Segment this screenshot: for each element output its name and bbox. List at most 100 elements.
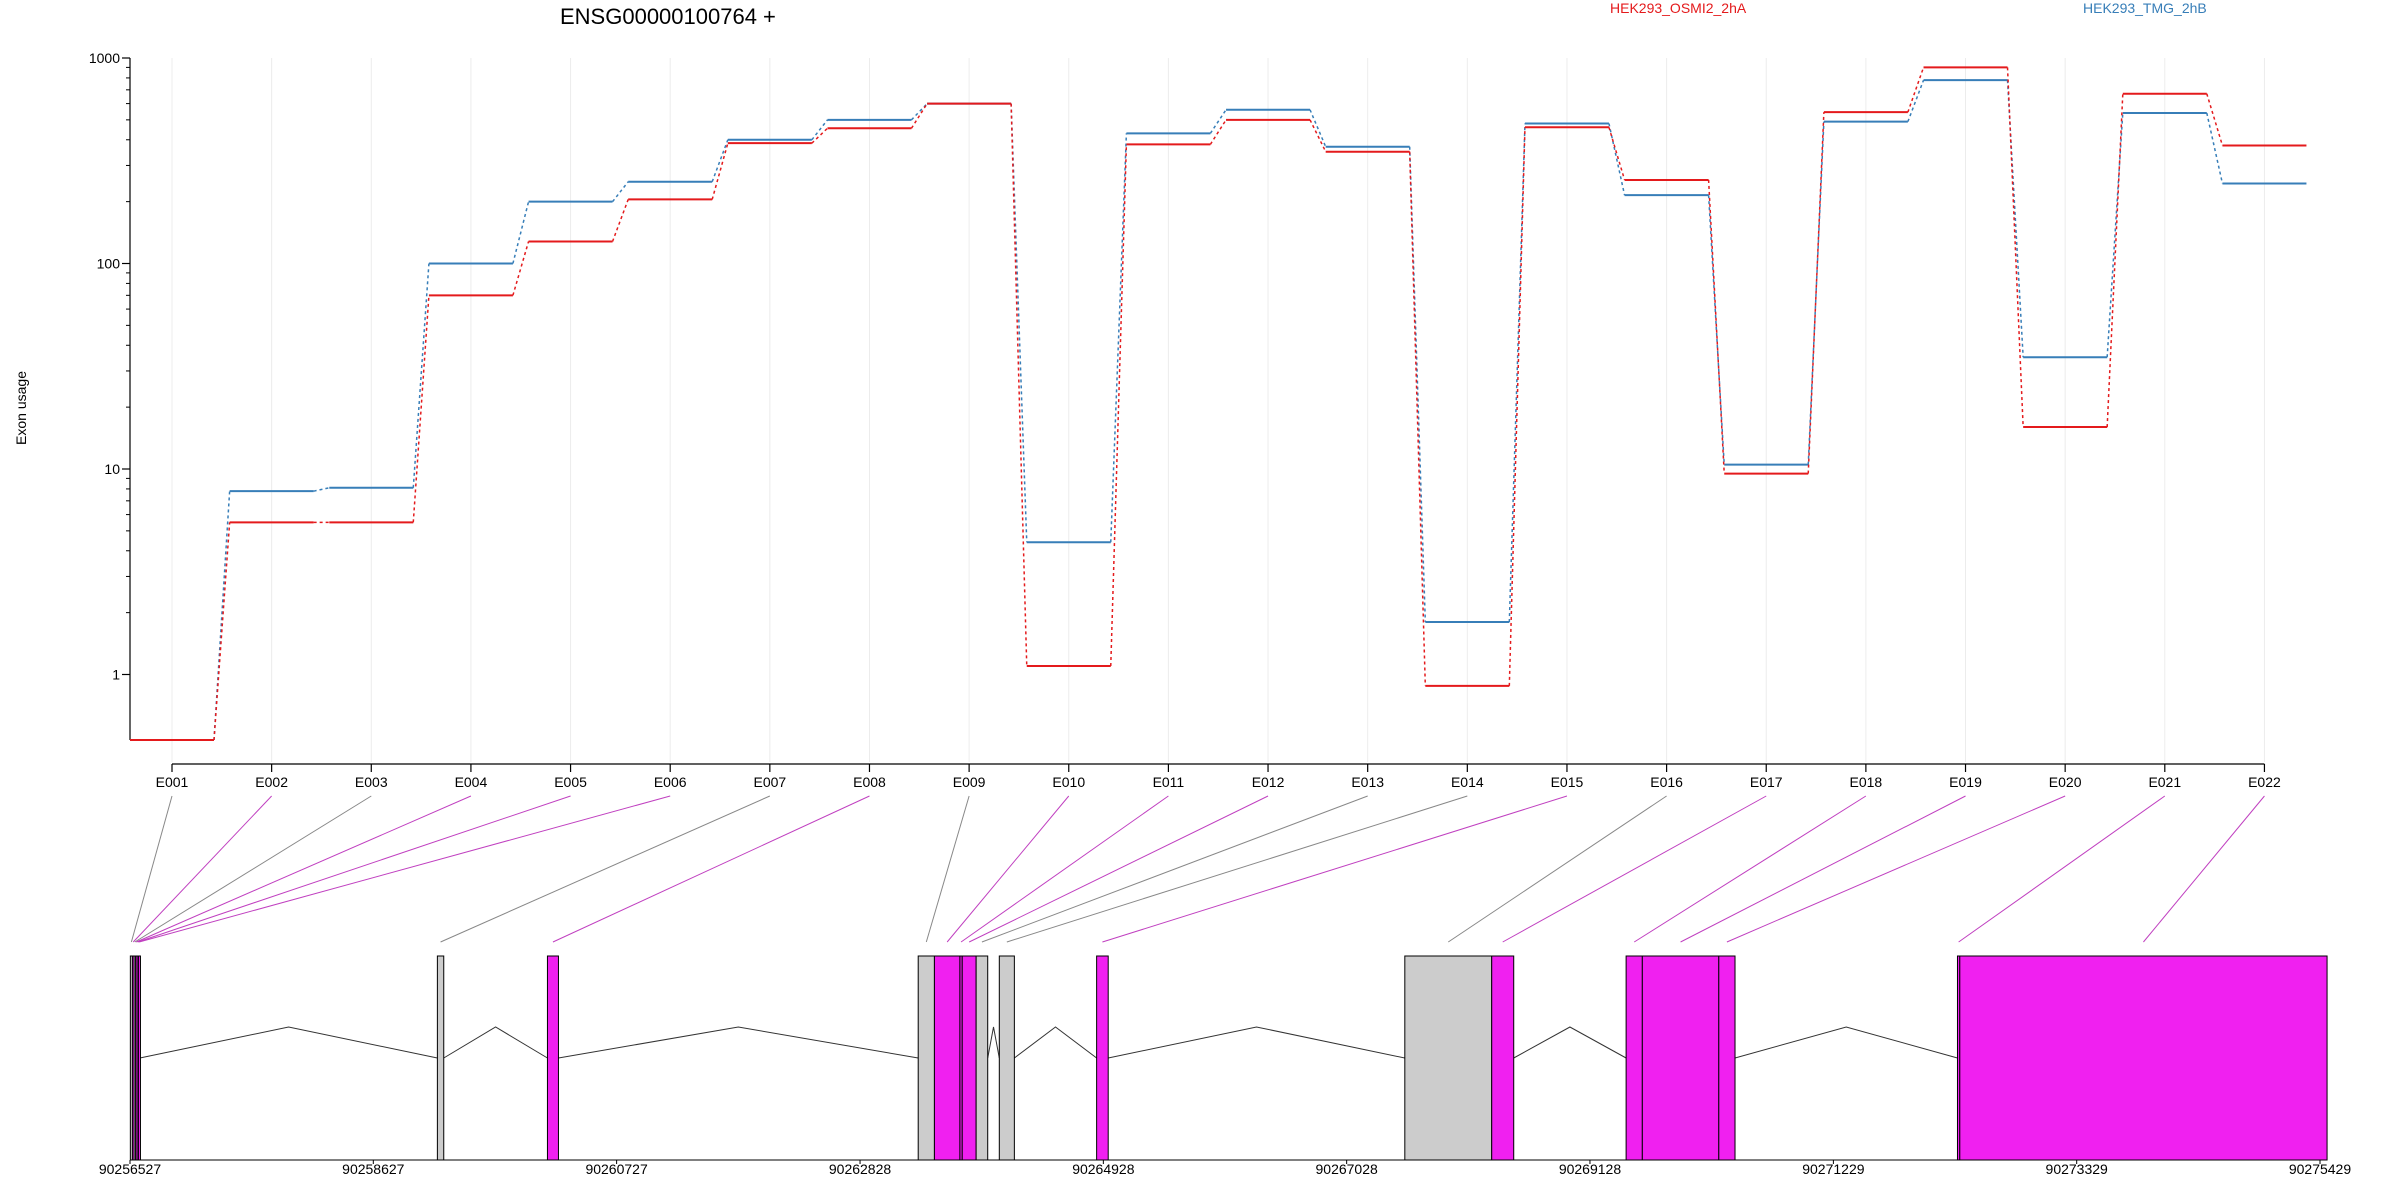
intron-chevron [443, 1026, 548, 1059]
genome-coordinate-7: 90269128 [1559, 1161, 1622, 1177]
genome-coordinate-8: 90271229 [1802, 1161, 1865, 1177]
step-connector-E009 [1010, 103, 1028, 667]
exon-block-E013 [975, 955, 989, 1161]
step-connector-E010 [1110, 133, 1128, 543]
series-HEK293_OSMI2_2hA [130, 66, 2307, 741]
connector-E017 [1502, 795, 1767, 943]
step-connector-E008 [910, 103, 928, 121]
y-tick-label-1: 1 [112, 666, 120, 682]
exon-block-E015 [1096, 955, 1109, 1161]
gridlines [171, 58, 2265, 762]
exon-block-E006 [137, 955, 141, 1161]
intron-chevron [987, 1026, 1000, 1059]
connector-E013 [981, 795, 1368, 943]
genome-coordinate-5: 90264928 [1072, 1161, 1135, 1177]
exon-block-E009 [917, 955, 935, 1161]
exon-block-E016 [1404, 955, 1493, 1161]
x-tick-label-E012: E012 [1252, 774, 1285, 790]
x-tick-label-E017: E017 [1750, 774, 1783, 790]
connector-E009 [925, 795, 970, 943]
connector-E008 [552, 795, 870, 943]
step-connector-E004 [512, 201, 530, 264]
x-tick-label-E016: E016 [1650, 774, 1683, 790]
connector-E002 [132, 795, 273, 943]
x-tick-label-E009: E009 [953, 774, 986, 790]
connector-E011 [960, 795, 1169, 943]
axes: 1 10 100 1000 E001 E002 E003 E004 E005 E006 E007 E0… [89, 50, 2281, 790]
connector-E007 [440, 795, 771, 943]
x-tick-label-E022: E022 [2248, 774, 2281, 790]
legend-label-tmg: HEK293_TMG_2hB [2083, 0, 2207, 16]
gene-model: 90256527 90258627 90260727 90262828 90264928… [99, 955, 2351, 1177]
genome-coordinate-2: 90258627 [342, 1161, 405, 1177]
connector-E003 [134, 795, 372, 943]
step-connector-E013 [1408, 151, 1427, 686]
genome-coordinate-1: 90256527 [99, 1161, 162, 1177]
step-connector-E006 [711, 139, 729, 182]
connector-E022 [2143, 795, 2265, 943]
y-tick-label-1000: 1000 [89, 50, 120, 66]
exon-block-E018 [1625, 955, 1643, 1161]
exon-block-E020 [1718, 955, 1736, 1161]
step-connector-E007 [811, 127, 828, 144]
genome-coordinate-4: 90262828 [829, 1161, 892, 1177]
intron-chevron [1014, 1026, 1097, 1059]
x-tick-label-E001: E001 [156, 774, 189, 790]
intron-chevron [558, 1026, 919, 1059]
legend-label-osmi2: HEK293_OSMI2_2hA [1610, 0, 1747, 16]
step-connector-E010 [1110, 144, 1128, 667]
step-connector-E001 [213, 522, 231, 741]
connector-E005 [137, 795, 571, 943]
x-tick-label-E018: E018 [1850, 774, 1883, 790]
x-tick-label-E019: E019 [1949, 774, 1982, 790]
connector-E016 [1447, 795, 1667, 943]
intron-chevron [139, 1026, 438, 1059]
connector-E004 [136, 795, 472, 943]
step-connector-E018 [1907, 79, 1925, 122]
step-connector-E016 [1707, 179, 1725, 474]
step-connector-E011 [1209, 109, 1227, 134]
exon-block-E008 [546, 955, 559, 1161]
step-connector-E018 [1907, 67, 1925, 113]
x-tick-label-E021: E021 [2148, 774, 2181, 790]
x-tick-label-E005: E005 [554, 774, 587, 790]
exon-block-E017 [1491, 955, 1515, 1161]
genome-coordinate-9: 90273329 [2046, 1161, 2109, 1177]
x-tick-label-E007: E007 [753, 774, 786, 790]
step-connector-E003 [412, 263, 430, 488]
step-connector-E021 [2206, 112, 2224, 184]
connector-E019 [1680, 795, 1966, 943]
y-axis-label: Exon usage [13, 371, 29, 445]
x-tick-label-E004: E004 [455, 774, 488, 790]
step-connector-E005 [611, 199, 629, 242]
connector-E018 [1633, 795, 1867, 943]
genome-coordinate-3: 90260727 [585, 1161, 648, 1177]
connector-E015 [1102, 795, 1568, 943]
genome-coordinate-6: 90267028 [1316, 1161, 1379, 1177]
exon-block-E007 [436, 955, 445, 1161]
x-tick-label-E010: E010 [1052, 774, 1085, 790]
step-connector-E003 [412, 295, 430, 523]
intron-chevron [1513, 1026, 1627, 1059]
exon-block-E014 [998, 955, 1015, 1161]
exon-block-E019 [1641, 955, 1720, 1161]
x-tick-label-E014: E014 [1451, 774, 1484, 790]
intron-chevron [1734, 1026, 1958, 1059]
x-tick-label-E002: E002 [255, 774, 288, 790]
exon-block-E022 [1959, 955, 2328, 1161]
connector-E020 [1726, 795, 2066, 943]
step-connector-E012 [1309, 109, 1327, 148]
exon-block-E010 [933, 955, 961, 1161]
x-tick-label-E015: E015 [1551, 774, 1584, 790]
step-connector-E006 [711, 142, 729, 200]
step-connector-E002 [313, 487, 330, 492]
y-tick-label-100: 100 [97, 255, 121, 271]
step-connector-E020 [2106, 93, 2124, 428]
x-tick-label-E013: E013 [1351, 774, 1384, 790]
step-connector-E017 [1807, 112, 1825, 474]
x-tick-label-E003: E003 [355, 774, 388, 790]
connector-E006 [139, 795, 671, 943]
gene-title: ENSG00000100764 + [560, 4, 776, 29]
x-tick-label-E008: E008 [853, 774, 886, 790]
